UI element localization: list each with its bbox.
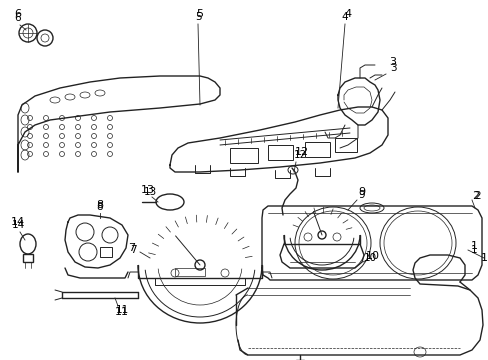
Text: 1: 1 (480, 253, 487, 263)
Bar (229, 148, 258, 163)
Text: 8: 8 (96, 200, 103, 210)
Text: 4: 4 (341, 12, 347, 22)
Text: 2: 2 (471, 191, 479, 201)
Text: 2: 2 (474, 191, 480, 201)
Bar (334, 138, 356, 152)
Text: 5: 5 (194, 12, 201, 22)
Text: 7: 7 (129, 245, 136, 255)
Text: 14: 14 (11, 220, 24, 230)
Text: 11: 11 (115, 305, 128, 315)
Text: 7: 7 (128, 243, 135, 253)
Text: 11: 11 (115, 307, 129, 317)
Text: 12: 12 (294, 147, 308, 157)
Bar (175, 268, 204, 276)
Bar (23, 254, 33, 262)
Text: 10: 10 (365, 251, 379, 261)
Text: 4: 4 (344, 9, 351, 19)
Text: 9: 9 (358, 190, 365, 200)
Text: 12: 12 (293, 150, 306, 160)
Text: 13: 13 (143, 187, 156, 197)
Text: 1: 1 (469, 241, 476, 251)
Text: 14: 14 (11, 217, 25, 227)
Bar (100, 247, 112, 257)
Text: 3: 3 (389, 57, 396, 67)
Text: 5: 5 (196, 9, 203, 19)
Text: 6: 6 (15, 13, 21, 23)
Text: 8: 8 (97, 202, 103, 212)
Text: 6: 6 (15, 9, 21, 19)
Bar (267, 145, 292, 160)
Text: 13: 13 (141, 185, 155, 195)
Text: 10: 10 (363, 253, 376, 263)
Text: 9: 9 (358, 187, 365, 197)
Text: 1: 1 (470, 245, 476, 255)
Bar (305, 142, 329, 157)
Text: 3: 3 (389, 63, 395, 73)
